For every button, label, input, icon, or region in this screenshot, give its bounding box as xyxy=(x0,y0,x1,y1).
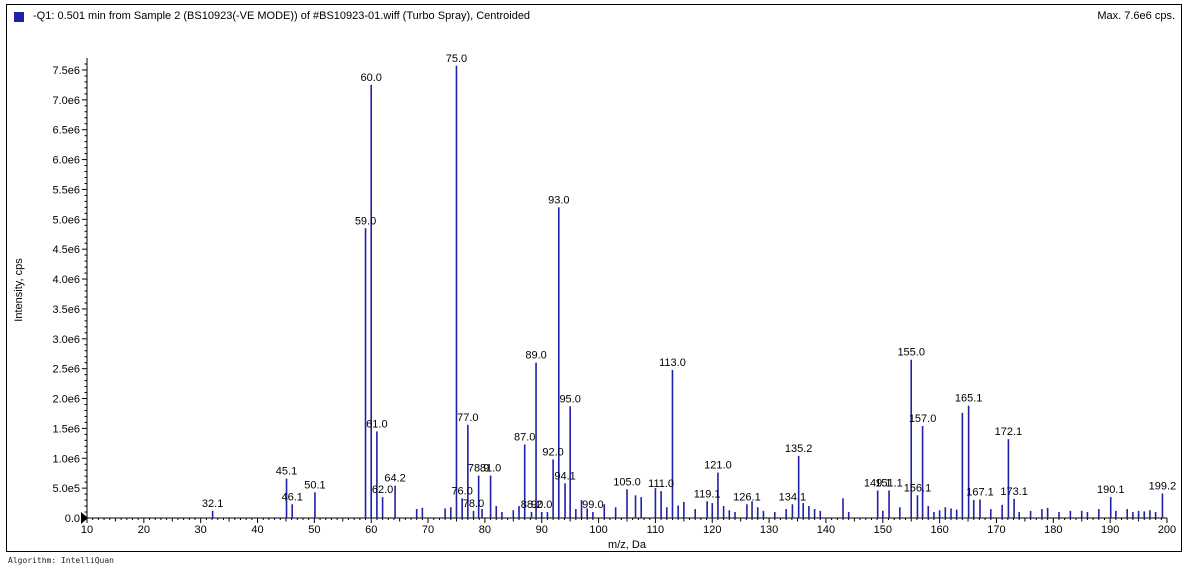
peak-label: 62.0 xyxy=(372,484,393,496)
peak-label: 81.0 xyxy=(480,463,501,475)
x-tick-label: 40 xyxy=(251,524,263,536)
x-tick-label: 10 xyxy=(81,524,93,536)
x-tick-label: 100 xyxy=(589,524,607,536)
x-tick-label: 170 xyxy=(987,524,1005,536)
spectrum-title: -Q1: 0.501 min from Sample 2 (BS10923(-V… xyxy=(33,10,531,22)
peak-label: 90.0 xyxy=(531,499,552,511)
peak-label: 60.0 xyxy=(360,72,381,84)
x-tick-label: 150 xyxy=(874,524,892,536)
peak-label: 157.0 xyxy=(909,413,937,425)
x-tick-label: 160 xyxy=(930,524,948,536)
spectrum-panel: -Q1: 0.501 min from Sample 2 (BS10923(-V… xyxy=(6,4,1182,552)
x-tick-label: 190 xyxy=(1101,524,1119,536)
x-tick-label: 200 xyxy=(1158,524,1176,536)
peak-label: 113.0 xyxy=(659,357,686,369)
peak-label: 89.0 xyxy=(525,350,546,362)
x-tick-label: 90 xyxy=(536,524,548,536)
x-tick-label: 20 xyxy=(138,524,150,536)
peak-label: 87.0 xyxy=(514,432,535,444)
peak-labels: 32.1 45.1 46.150.1 59.0 60.0 61.0 62.064.2 75.0… xyxy=(202,53,1176,511)
peak-label: 88.2 xyxy=(521,499,542,511)
peak-label: 199.2 xyxy=(1149,481,1177,493)
origin-marker xyxy=(81,512,88,524)
x-tick-label: 50 xyxy=(308,524,320,536)
peak-label: 119.1 xyxy=(694,488,721,500)
peak-label: 172.1 xyxy=(995,426,1023,438)
peak-label: 59.0 xyxy=(355,215,376,227)
y-tick-label: 6.5e6 xyxy=(52,125,80,137)
peak-label: 173.1 xyxy=(1000,486,1028,498)
y-tick-label: 2.0e6 xyxy=(52,394,80,406)
algorithm-footer: Algorithm: IntelliQuan xyxy=(8,556,114,565)
peak-label: 76.0 xyxy=(451,485,472,497)
y-tick-label: 4.0e6 xyxy=(52,274,80,286)
y-tick-label: 6.0e6 xyxy=(52,155,80,167)
y-tick-label: 3.0e6 xyxy=(52,334,80,346)
series-color-swatch xyxy=(14,12,24,22)
axes: 10 20 30 40 50 60 70 80 90 100 110 120 130 140 150 160 1… xyxy=(52,58,1176,536)
peak-label: 77.0 xyxy=(457,412,478,424)
x-tick-label: 30 xyxy=(195,524,207,536)
peak-label: 45.1 xyxy=(276,466,297,478)
peak-label: 61.0 xyxy=(366,418,387,430)
y-tick-label: 0.0 xyxy=(65,513,80,525)
peak-label: 151.1 xyxy=(875,478,903,490)
peak-label: 165.1 xyxy=(955,393,983,405)
peak-label: 93.0 xyxy=(548,194,569,206)
y-tick-label: 7.0e6 xyxy=(52,95,80,107)
y-tick-label: 3.5e6 xyxy=(52,304,80,316)
y-tick-label: 4.5e6 xyxy=(52,244,80,256)
x-tick-label: 70 xyxy=(422,524,434,536)
y-tick-label: 5.0e5 xyxy=(52,483,80,495)
peak-label: 32.1 xyxy=(202,498,223,510)
peak-label: 126.1 xyxy=(733,491,761,503)
x-axis-label: m/z, Da xyxy=(608,539,647,551)
peak-label: 92.0 xyxy=(542,446,563,458)
peak-label: 64.2 xyxy=(384,473,405,485)
x-tick-label: 80 xyxy=(479,524,491,536)
max-intensity-label: Max. 7.6e6 cps. xyxy=(1097,10,1175,22)
peak-label: 75.0 xyxy=(446,53,467,65)
peak-label: 105.0 xyxy=(613,476,641,488)
y-tick-label: 5.0e6 xyxy=(52,214,80,226)
peak-label: 46.1 xyxy=(281,491,302,503)
y-tick-label: 2.5e6 xyxy=(52,364,80,376)
y-tick-label: 7.5e6 xyxy=(52,65,80,77)
peak-label: 78.0 xyxy=(463,498,484,510)
peak-label: 50.1 xyxy=(304,479,325,491)
peak-label: 135.2 xyxy=(785,443,813,455)
x-tick-label: 60 xyxy=(365,524,377,536)
peak-label: 167.1 xyxy=(966,486,994,498)
x-tick-label: 140 xyxy=(817,524,835,536)
peak-label: 156.1 xyxy=(904,482,932,494)
x-tick-label: 130 xyxy=(760,524,778,536)
peak-label: 149.1 xyxy=(864,478,892,490)
y-tick-label: 1.5e6 xyxy=(52,423,80,435)
peak-label: 190.1 xyxy=(1097,484,1125,496)
x-tick-label: 110 xyxy=(647,524,665,536)
peak-label: 99.0 xyxy=(582,499,603,511)
peak-label: 121.0 xyxy=(704,460,732,472)
x-tick-label: 180 xyxy=(1044,524,1062,536)
y-tick-label: 5.5e6 xyxy=(52,184,80,196)
y-tick-label: 1.0e6 xyxy=(52,453,80,465)
peak-label: 94.1 xyxy=(554,470,575,482)
x-tick-label: 120 xyxy=(703,524,721,536)
peak-bars xyxy=(211,65,1164,518)
peak-label: 95.0 xyxy=(559,393,580,405)
peak-label: 134.1 xyxy=(779,491,807,503)
peak-label: 78.9 xyxy=(468,463,489,475)
peak-label: 111.0 xyxy=(648,478,674,490)
peak-label: 155.0 xyxy=(897,347,925,359)
y-axis-label: Intensity, cps xyxy=(13,258,25,322)
